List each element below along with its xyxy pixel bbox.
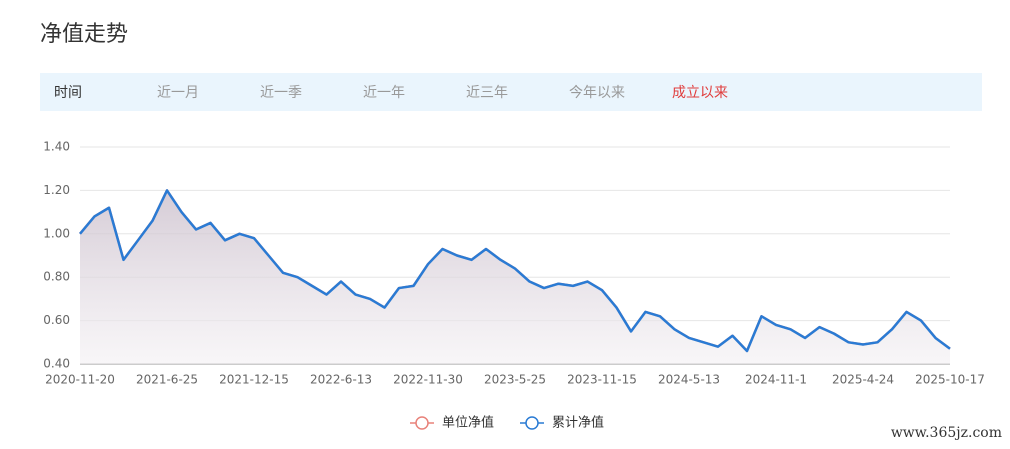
legend-label: 累计净值 — [552, 415, 604, 431]
tab-label: 时间 — [54, 85, 82, 101]
y-tick-label: 0.80 — [43, 270, 70, 284]
tab[interactable]: 今年以来 — [569, 85, 625, 101]
tab[interactable]: 近一月 — [157, 85, 199, 101]
x-tick-label: 2025-4-24 — [832, 373, 894, 387]
x-tick-label: 2023-5-25 — [484, 373, 546, 387]
x-tick-label: 2025-10-17 — [915, 373, 985, 387]
y-tick-label: 1.40 — [43, 140, 70, 154]
legend-item[interactable]: 单位净值 — [410, 415, 494, 431]
y-tick-label: 0.40 — [43, 357, 70, 371]
legend-icon — [525, 416, 539, 430]
x-tick-label: 2024-11-1 — [745, 373, 807, 387]
area — [80, 190, 950, 364]
x-tick-label: 2021-12-15 — [219, 373, 289, 387]
x-tick-label: 2021-6-25 — [136, 373, 198, 387]
line — [79, 189, 951, 353]
tab[interactable]: 近一年 — [363, 85, 405, 101]
x-tick-label: 2024-5-13 — [658, 373, 720, 387]
page-title: 净值走势 — [40, 22, 129, 47]
x-tick-label: 2022-11-30 — [393, 373, 463, 387]
legend-label: 单位净值 — [442, 415, 494, 431]
tab-bar: 时间 近一月 近一季 近一年 近三年 今年以来 成立以来 — [40, 73, 982, 111]
y-tick-label: 1.00 — [43, 226, 70, 240]
x-tick-label: 2020-11-20 — [45, 373, 115, 387]
y-tick-label: 1.20 — [43, 183, 70, 197]
watermark: www.365jz.com — [890, 425, 1002, 441]
legend-item[interactable]: 累计净值 — [520, 415, 604, 431]
x-tick-label: 2022-6-13 — [310, 373, 372, 387]
tab[interactable]: 近一季 — [260, 85, 302, 101]
legend-icon — [415, 416, 429, 430]
x-tick-label: 2023-11-15 — [567, 373, 637, 387]
tab[interactable]: 近三年 — [466, 85, 508, 101]
tab[interactable]: 成立以来 — [672, 85, 728, 101]
y-tick-label: 0.60 — [43, 313, 70, 327]
